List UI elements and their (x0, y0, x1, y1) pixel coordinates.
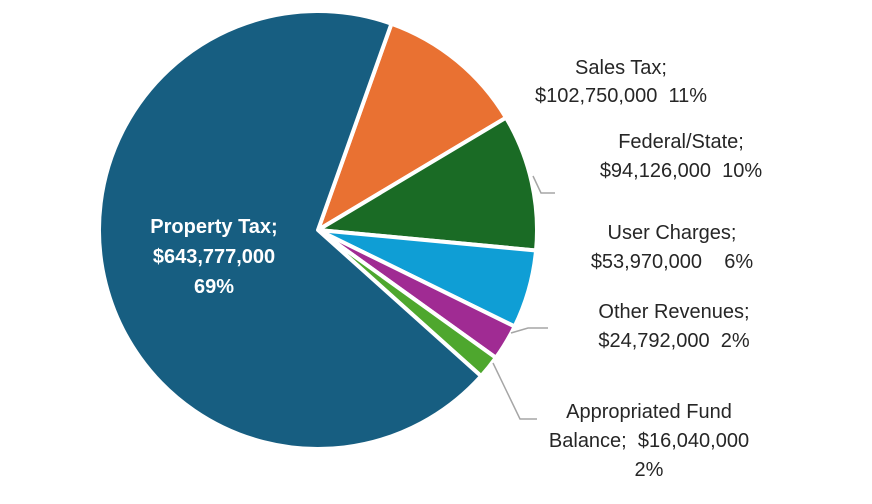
data-label-federal-state: Federal/State; $94,126,000 10% (600, 131, 763, 182)
data-label-sales-tax: Sales Tax; $102,750,000 11% (535, 57, 707, 107)
slice-sales-tax (316, 21, 508, 232)
data-label-property-tax: Property Tax; $643,777,000 69% (150, 216, 277, 298)
leader-line-federal-state (532, 175, 555, 194)
data-label-user-charges: User Charges; $53,970,000 6% (591, 222, 754, 273)
leader-line-appropriated-fund-balance (492, 362, 537, 420)
leader-lines (492, 175, 555, 420)
slice-federal-state (316, 115, 539, 253)
data-label-appropriated-fund-balance: Appropriated Fund Balance; $16,040,000 2% (549, 401, 749, 481)
data-labels: Property Tax; $643,777,000 69% Sales Tax; $1… (150, 57, 762, 481)
data-label-other-revenues: Other Revenues; $24,792,000 2% (598, 301, 749, 352)
pie-slices (96, 9, 539, 451)
leader-line-other-revenues (510, 327, 548, 334)
slice-property-tax (96, 9, 484, 451)
